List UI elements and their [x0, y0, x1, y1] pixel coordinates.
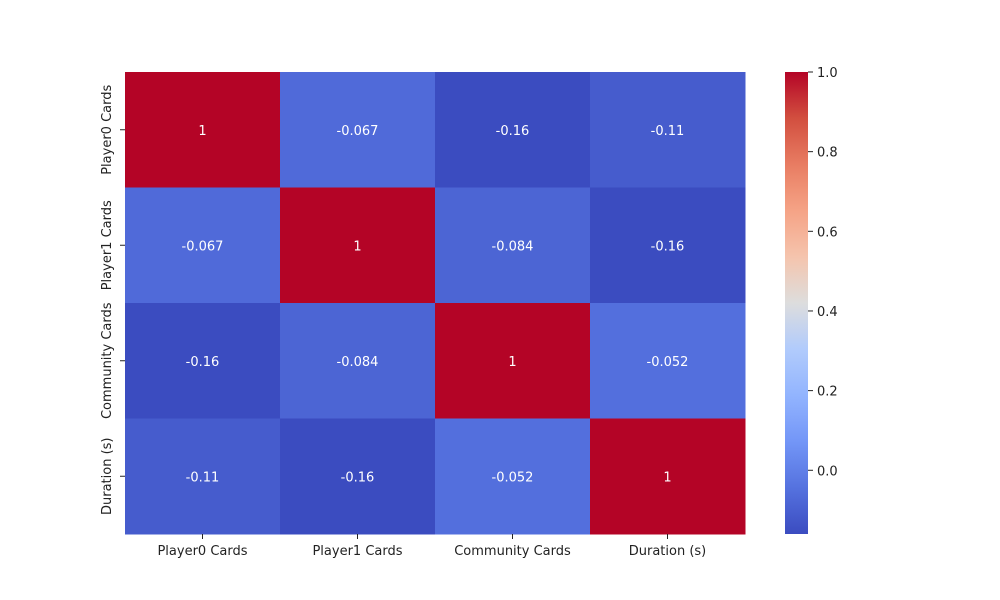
x-tick-label: Player0 Cards [157, 544, 247, 559]
cell-value-label: -0.16 [651, 239, 685, 254]
cell-value-label: -0.084 [337, 355, 379, 370]
colorbar-gradient [785, 72, 808, 534]
x-tick-label: Community Cards [454, 544, 571, 559]
cell-value-label: -0.16 [186, 355, 220, 370]
cell-value-label: -0.052 [492, 470, 534, 485]
heatmap-cell [125, 72, 281, 188]
colorbar-tick-label: 0.4 [817, 305, 838, 320]
colorbar-tick-label: 0.0 [817, 464, 838, 479]
cell-value-label: -0.052 [647, 355, 689, 370]
colorbar-tick-label: 0.2 [817, 385, 838, 400]
heatmap-cell [435, 418, 591, 535]
heatmap-cell [435, 303, 591, 419]
y-axis: Player0 Cards Player1 Cards Community Card… [100, 85, 125, 515]
y-tick-label: Duration (s) [100, 437, 115, 515]
cell-value-label: -0.11 [186, 470, 220, 485]
y-tick-label: Community Cards [100, 302, 115, 419]
x-tick-label: Player1 Cards [312, 544, 402, 559]
heatmap-cell [125, 418, 281, 535]
cell-value-label: -0.16 [496, 124, 530, 139]
cell-value-label: 1 [353, 239, 361, 254]
heatmap-cell [590, 303, 746, 419]
heatmap-cell [280, 72, 436, 188]
heatmap-cell [280, 303, 436, 419]
colorbar: 0.0 0.2 0.4 0.6 0.8 1.0 [785, 66, 838, 534]
x-axis: Player0 Cards Player1 Cards Community Card… [157, 534, 706, 559]
heatmap-cell [590, 187, 746, 304]
heatmap-cell [590, 72, 746, 188]
colorbar-tick-label: 0.6 [817, 225, 838, 240]
heatmap-cell [125, 187, 281, 304]
cell-value-label: 1 [198, 124, 206, 139]
heatmap-cell [435, 187, 591, 304]
colorbar-tick-label: 1.0 [817, 66, 838, 81]
y-tick-label: Player0 Cards [100, 85, 115, 175]
heatmap-cell [590, 418, 746, 535]
cell-value-label: 1 [663, 470, 671, 485]
cell-value-label: -0.067 [337, 124, 379, 139]
heatmap-cell [280, 187, 436, 304]
colorbar-tick-label: 0.8 [817, 146, 838, 161]
cell-value-label: -0.11 [651, 124, 685, 139]
heatmap-cell [435, 72, 591, 188]
cell-value-label: -0.16 [341, 470, 375, 485]
heatmap-cell [280, 418, 436, 535]
cell-value-label: 1 [508, 355, 516, 370]
x-tick-label: Duration (s) [629, 544, 707, 559]
cell-value-label: -0.067 [182, 239, 224, 254]
heatmap-cell [125, 303, 281, 419]
heatmap-cells: 1 -0.067 -0.16 -0.11 -0.067 1 -0.084 -0.16 -0.16… [125, 72, 746, 535]
cell-value-label: -0.084 [492, 239, 534, 254]
y-tick-label: Player1 Cards [100, 200, 115, 290]
